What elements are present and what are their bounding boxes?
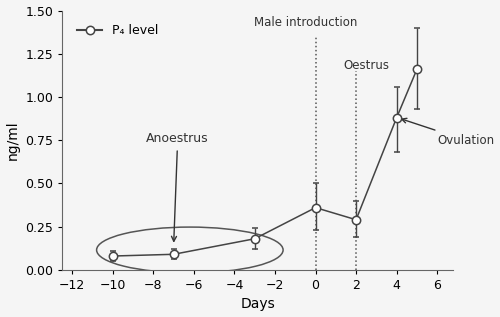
Y-axis label: ng/ml: ng/ml — [6, 120, 20, 160]
Legend: P₄ level: P₄ level — [72, 19, 164, 42]
X-axis label: Days: Days — [240, 297, 275, 311]
Text: Ovulation: Ovulation — [402, 118, 494, 147]
Text: Oestrus: Oestrus — [343, 59, 389, 72]
Text: Anoestrus: Anoestrus — [146, 133, 209, 241]
Text: Male introduction: Male introduction — [254, 16, 357, 29]
